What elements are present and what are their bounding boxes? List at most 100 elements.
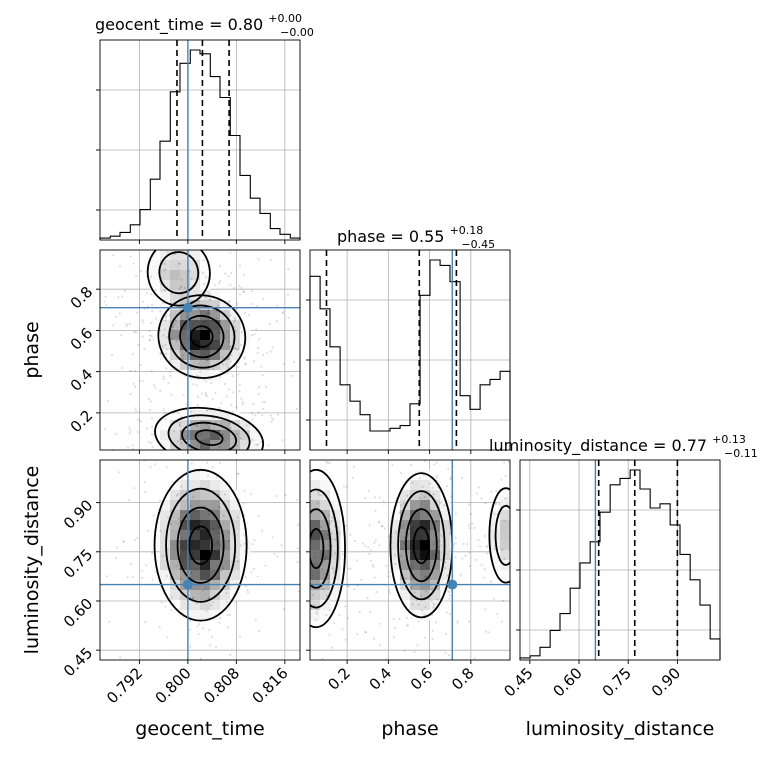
density-geocent-time-vs-luminosity-distance-sample bbox=[144, 620, 147, 624]
density-geocent-time-vs-luminosity-distance-sample bbox=[196, 530, 200, 533]
density-geocent-time-vs-luminosity-distance-sample bbox=[219, 617, 222, 620]
xlabel-geocent-time: geocent_time bbox=[135, 718, 264, 740]
density-phase-vs-luminosity-distance-sample bbox=[432, 553, 435, 556]
density-geocent-time-vs-phase-sample bbox=[229, 346, 232, 349]
density-geocent-time-vs-phase-sample bbox=[110, 353, 114, 357]
density-phase-vs-luminosity-distance-sample bbox=[344, 524, 347, 528]
yticklabel-phase-1: 0.4 bbox=[67, 365, 97, 395]
title-phase-lower: −0.45 bbox=[461, 238, 495, 251]
density-geocent-time-vs-phase-sample bbox=[135, 275, 138, 278]
density-geocent-time-vs-phase-sample bbox=[115, 315, 118, 318]
density-geocent-time-vs-luminosity-distance-sample bbox=[211, 601, 215, 604]
density-phase-vs-luminosity-distance-cell bbox=[490, 550, 501, 561]
density-geocent-time-vs-phase-sample bbox=[197, 307, 200, 311]
density-phase-vs-luminosity-distance-sample bbox=[421, 538, 424, 541]
density-geocent-time-vs-phase-sample bbox=[202, 271, 205, 274]
density-geocent-time-vs-phase-sample bbox=[275, 319, 278, 323]
density-geocent-time-vs-phase-sample bbox=[231, 339, 234, 342]
density-geocent-time-vs-phase-sample bbox=[188, 338, 191, 341]
density-geocent-time-vs-luminosity-distance-sample bbox=[254, 619, 257, 622]
density-geocent-time-vs-luminosity-distance-sample bbox=[218, 506, 222, 510]
density-geocent-time-vs-phase-sample bbox=[210, 381, 213, 385]
density-geocent-time-vs-phase-sample bbox=[255, 443, 258, 446]
density-phase-vs-luminosity-distance-sample bbox=[316, 576, 319, 580]
density-geocent-time-vs-phase-sample bbox=[192, 336, 196, 339]
density-geocent-time-vs-luminosity-distance-sample bbox=[211, 466, 214, 469]
density-geocent-time-vs-phase-cell bbox=[210, 290, 221, 301]
density-phase-vs-luminosity-distance-sample bbox=[387, 535, 390, 538]
density-geocent-time-vs-phase-sample bbox=[147, 440, 150, 443]
density-phase-vs-luminosity-distance-sample bbox=[369, 549, 373, 552]
density-phase-vs-luminosity-distance-cell bbox=[430, 590, 441, 601]
density-geocent-time-vs-phase-cell bbox=[150, 280, 161, 291]
density-geocent-time-vs-phase-sample bbox=[282, 362, 285, 365]
density-phase-vs-luminosity-distance-cell bbox=[400, 590, 411, 601]
density-geocent-time-vs-luminosity-distance-cell bbox=[190, 490, 201, 501]
density-geocent-time-vs-phase-sample bbox=[219, 279, 222, 283]
density-phase-vs-luminosity-distance-sample bbox=[395, 531, 398, 534]
density-geocent-time-vs-luminosity-distance-sample bbox=[192, 542, 195, 545]
density-geocent-time-vs-luminosity-distance-sample bbox=[166, 548, 169, 551]
density-geocent-time-vs-luminosity-distance-sample bbox=[208, 567, 211, 570]
density-phase-vs-luminosity-distance-sample bbox=[421, 485, 424, 489]
density-geocent-time-vs-phase-cell bbox=[180, 260, 191, 271]
density-geocent-time-vs-luminosity-distance-truth-point bbox=[182, 579, 193, 590]
density-phase-vs-luminosity-distance-cell bbox=[440, 570, 451, 581]
density-phase-vs-luminosity-distance-cell bbox=[500, 570, 511, 581]
density-phase-vs-luminosity-distance-sample bbox=[371, 563, 374, 566]
density-geocent-time-vs-luminosity-distance-cell bbox=[200, 570, 211, 581]
density-phase-vs-luminosity-distance-sample bbox=[382, 500, 385, 503]
density-geocent-time-vs-phase-sample bbox=[257, 347, 260, 350]
density-geocent-time-vs-phase-sample bbox=[251, 290, 254, 293]
density-geocent-time-vs-phase-sample bbox=[233, 317, 236, 320]
density-geocent-time-vs-luminosity-distance-panel bbox=[96, 459, 301, 664]
density-geocent-time-vs-phase-cell bbox=[210, 420, 221, 431]
density-geocent-time-vs-luminosity-distance-sample bbox=[280, 544, 283, 547]
density-phase-vs-luminosity-distance-sample bbox=[484, 630, 488, 633]
density-phase-vs-luminosity-distance-sample bbox=[424, 605, 427, 609]
density-geocent-time-vs-phase-cell bbox=[160, 250, 171, 261]
density-geocent-time-vs-phase-cell bbox=[170, 270, 181, 281]
density-geocent-time-vs-luminosity-distance-sample bbox=[188, 629, 191, 632]
density-geocent-time-vs-phase-sample bbox=[252, 402, 255, 405]
density-geocent-time-vs-phase-cell bbox=[160, 260, 171, 271]
density-geocent-time-vs-phase-cell bbox=[180, 430, 191, 441]
density-geocent-time-vs-phase-sample bbox=[236, 302, 239, 305]
density-phase-vs-luminosity-distance-sample bbox=[330, 646, 333, 649]
density-phase-vs-luminosity-distance-sample bbox=[464, 554, 467, 557]
density-geocent-time-vs-phase-sample bbox=[139, 363, 142, 367]
density-geocent-time-vs-luminosity-distance-cell bbox=[180, 530, 191, 541]
title-geocent-time: geocent_time = 0.80 +0.00 −0.00 bbox=[95, 7, 314, 39]
ylabel-phase: phase bbox=[21, 321, 43, 378]
density-geocent-time-vs-phase-cell bbox=[220, 350, 231, 361]
density-geocent-time-vs-luminosity-distance-sample bbox=[177, 517, 180, 520]
density-geocent-time-vs-phase-sample bbox=[190, 410, 193, 413]
density-phase-vs-luminosity-distance-sample bbox=[468, 620, 471, 623]
density-geocent-time-vs-phase-cell bbox=[170, 320, 181, 331]
density-geocent-time-vs-phase-cell bbox=[170, 310, 181, 321]
density-geocent-time-vs-phase-sample bbox=[197, 442, 200, 445]
density-geocent-time-vs-phase-sample bbox=[170, 337, 173, 340]
density-phase-vs-luminosity-distance-sample bbox=[315, 612, 318, 615]
density-geocent-time-vs-phase-sample bbox=[195, 424, 198, 427]
density-geocent-time-vs-phase-sample bbox=[128, 323, 131, 326]
density-geocent-time-vs-phase-sample bbox=[290, 374, 294, 378]
density-geocent-time-vs-luminosity-distance-sample bbox=[250, 571, 253, 574]
density-geocent-time-vs-phase-cell bbox=[210, 370, 221, 381]
density-geocent-time-vs-luminosity-distance-cell bbox=[160, 520, 171, 531]
density-phase-vs-luminosity-distance-sample bbox=[407, 550, 410, 554]
density-geocent-time-vs-luminosity-distance-cell bbox=[230, 500, 241, 511]
density-geocent-time-vs-luminosity-distance-sample bbox=[184, 520, 188, 523]
density-geocent-time-vs-phase-sample bbox=[218, 264, 222, 267]
density-geocent-time-vs-luminosity-distance-sample bbox=[218, 544, 221, 547]
density-geocent-time-vs-phase-cell bbox=[160, 340, 171, 351]
density-phase-vs-luminosity-distance-cell bbox=[500, 530, 511, 541]
hist-luminosity-distance-frame bbox=[519, 459, 721, 661]
density-geocent-time-vs-luminosity-distance-cell bbox=[180, 610, 191, 621]
density-phase-vs-luminosity-distance-cell bbox=[310, 570, 321, 581]
density-geocent-time-vs-luminosity-distance-sample bbox=[164, 605, 167, 608]
density-phase-vs-luminosity-distance-sample bbox=[440, 534, 443, 537]
density-geocent-time-vs-phase-cell bbox=[180, 420, 191, 431]
density-geocent-time-vs-phase-sample bbox=[257, 258, 260, 261]
density-geocent-time-vs-luminosity-distance-sample bbox=[206, 461, 209, 465]
